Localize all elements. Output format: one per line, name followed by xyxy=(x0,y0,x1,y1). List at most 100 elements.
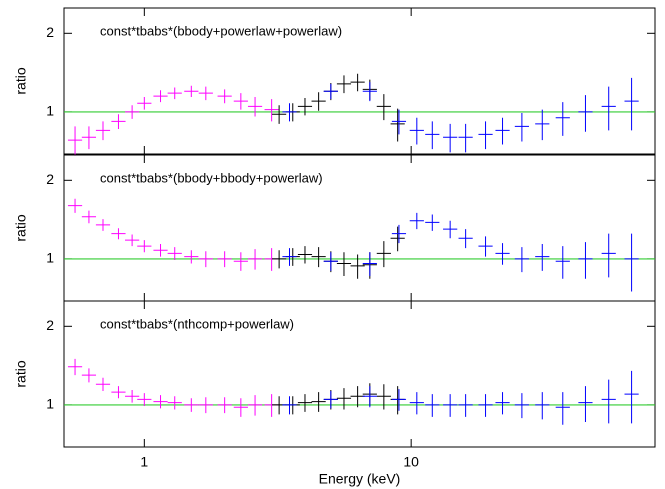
error-bar xyxy=(425,121,440,150)
model-label: const*tbabs*(bbody+powerlaw+powerlaw) xyxy=(100,23,342,38)
error-bar xyxy=(282,248,297,266)
error-bar xyxy=(535,244,550,271)
error-bar xyxy=(478,121,493,150)
error-bar xyxy=(495,243,510,265)
error-bar xyxy=(67,198,83,213)
error-bar xyxy=(153,395,168,409)
error-bar xyxy=(458,394,473,417)
error-bar xyxy=(601,233,616,278)
error-bar xyxy=(297,246,313,264)
error-bar xyxy=(555,102,570,136)
error-bar xyxy=(350,254,365,279)
error-bar xyxy=(125,390,140,403)
error-bar xyxy=(535,109,550,141)
error-bar xyxy=(535,392,550,420)
y-axis-label: ratio xyxy=(13,214,29,241)
error-bar xyxy=(350,386,365,408)
y-tick-label: 1 xyxy=(46,250,54,266)
error-bar xyxy=(362,82,377,102)
error-bar xyxy=(111,228,126,240)
error-bar xyxy=(125,105,140,119)
error-bar xyxy=(282,103,297,122)
error-bar xyxy=(247,395,263,416)
error-bar xyxy=(137,393,152,407)
error-bar xyxy=(282,396,297,415)
error-bar xyxy=(233,93,248,110)
error-bar xyxy=(184,250,199,264)
error-bar xyxy=(578,386,593,423)
error-bar xyxy=(624,77,639,131)
error-bar xyxy=(184,85,199,98)
error-bar xyxy=(390,226,405,252)
error-bar xyxy=(514,113,529,142)
y-tick-label: 2 xyxy=(46,171,54,187)
error-bar xyxy=(336,252,352,277)
error-bar xyxy=(137,240,152,253)
error-bar xyxy=(478,394,493,417)
error-bar xyxy=(153,244,168,257)
x-tick-label: 1 xyxy=(140,454,148,470)
error-bar xyxy=(81,368,97,383)
error-bar xyxy=(217,89,232,104)
error-bar xyxy=(217,251,232,268)
error-bar xyxy=(184,398,199,412)
error-bar xyxy=(578,95,593,132)
error-bar xyxy=(495,392,510,415)
error-bar xyxy=(601,379,616,424)
error-bar xyxy=(323,391,338,409)
error-bar xyxy=(198,397,213,414)
error-bar xyxy=(167,87,182,100)
error-bar xyxy=(323,83,338,100)
x-tick-label: 10 xyxy=(403,454,419,470)
error-bar xyxy=(376,241,391,268)
error-bar xyxy=(217,397,232,414)
y-axis-label: ratio xyxy=(13,360,29,387)
error-bar xyxy=(555,392,570,425)
error-bar xyxy=(362,252,377,277)
error-bar xyxy=(111,114,126,130)
error-bar xyxy=(198,251,213,268)
error-bar xyxy=(443,394,458,417)
error-bar xyxy=(297,98,313,116)
error-bar xyxy=(555,246,570,279)
error-bar xyxy=(425,394,440,417)
error-bar xyxy=(264,99,279,122)
error-bar xyxy=(514,393,529,419)
model-label: const*tbabs*(bbody+bbody+powerlaw) xyxy=(100,170,323,185)
error-bar xyxy=(409,392,424,415)
error-bar xyxy=(95,219,111,231)
error-bar xyxy=(67,126,83,156)
error-bar xyxy=(362,386,377,408)
error-bar xyxy=(247,249,263,270)
x-axis-label: Energy (keV) xyxy=(319,471,401,487)
error-bar xyxy=(95,121,111,141)
error-bar xyxy=(376,384,391,410)
error-bar xyxy=(81,126,97,150)
error-bar xyxy=(624,370,639,424)
error-bar xyxy=(350,73,365,92)
error-bar xyxy=(409,117,424,145)
error-bar xyxy=(624,233,639,292)
error-bar xyxy=(601,86,616,131)
error-bar xyxy=(391,389,407,411)
error-bar xyxy=(443,123,458,153)
error-bar xyxy=(443,220,458,239)
error-bar xyxy=(137,97,152,110)
y-tick-label: 2 xyxy=(46,317,54,333)
error-bar xyxy=(311,392,326,412)
error-bar xyxy=(233,252,248,271)
error-bar xyxy=(390,386,405,415)
error-bar xyxy=(425,214,440,231)
error-bar xyxy=(297,394,313,412)
error-bar xyxy=(272,250,287,269)
error-bar xyxy=(376,94,391,121)
plot-frame xyxy=(63,300,656,448)
error-bar xyxy=(336,75,352,94)
plot-frame xyxy=(63,7,656,155)
error-bar xyxy=(495,117,510,145)
error-bar xyxy=(391,224,407,244)
error-bar xyxy=(578,242,593,279)
y-tick-label: 2 xyxy=(46,24,54,40)
error-bar xyxy=(95,377,111,392)
